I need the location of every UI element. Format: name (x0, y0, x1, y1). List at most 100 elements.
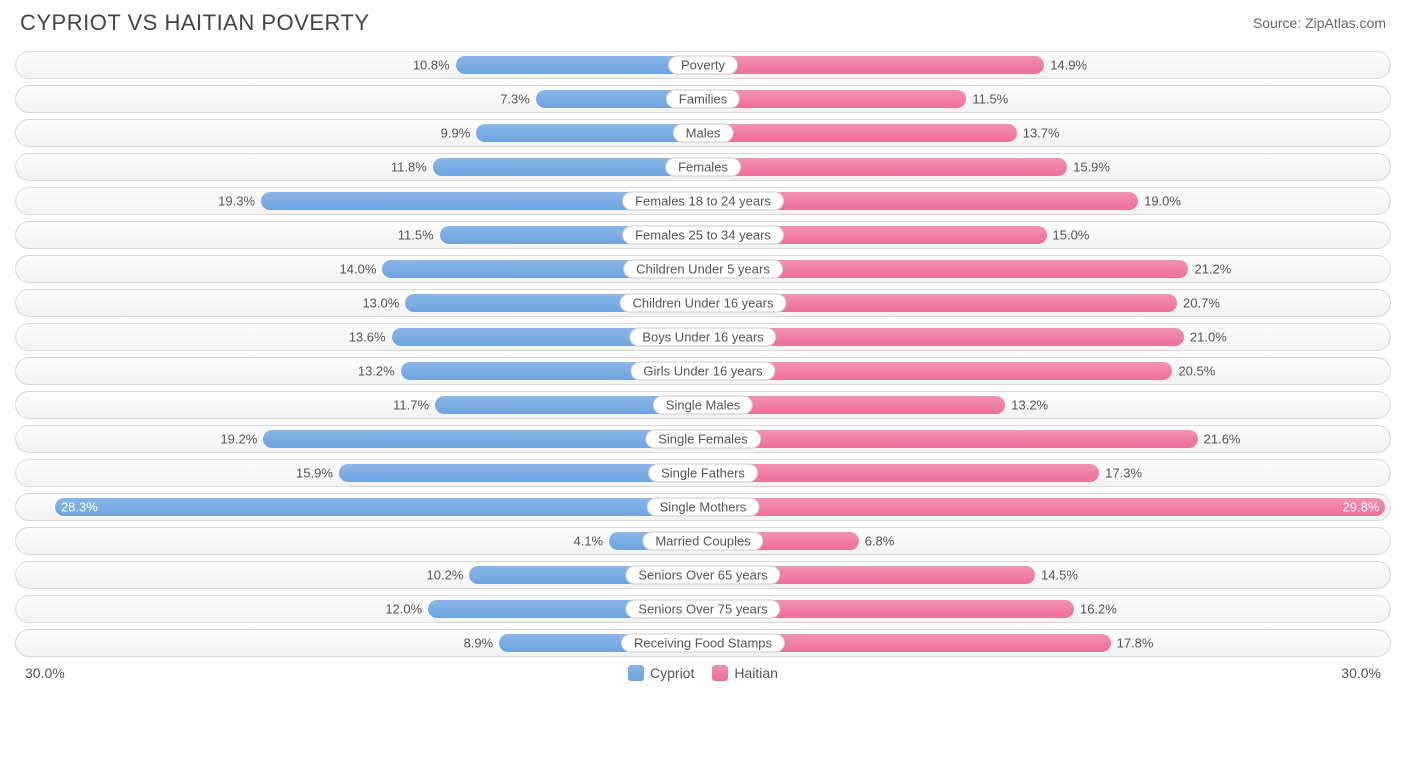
bar-cypriot: 10.8% (456, 56, 703, 74)
value-cypriot: 15.9% (296, 466, 333, 481)
value-haitian: 29.8% (1343, 500, 1380, 515)
left-half: 11.5% (16, 222, 703, 248)
value-cypriot: 19.2% (220, 432, 257, 447)
value-cypriot: 28.3% (61, 500, 98, 515)
left-half: 8.9% (16, 630, 703, 656)
legend-item-haitian: Haitian (712, 665, 778, 681)
category-label: Single Males (653, 396, 753, 415)
value-haitian: 6.8% (865, 534, 895, 549)
chart-row: 11.8%15.9%Females (15, 153, 1391, 181)
value-haitian: 16.2% (1080, 602, 1117, 617)
value-haitian: 21.2% (1194, 262, 1231, 277)
chart-row: 8.9%17.8%Receiving Food Stamps (15, 629, 1391, 657)
value-haitian: 11.5% (972, 92, 1008, 107)
chart-header: CYPRIOT VS HAITIAN POVERTY Source: ZipAt… (15, 10, 1391, 36)
right-half: 15.0% (703, 222, 1390, 248)
right-half: 11.5% (703, 86, 1390, 112)
bar-haitian: 15.9% (703, 158, 1067, 176)
value-haitian: 13.7% (1023, 126, 1060, 141)
bar-cypriot: 9.9% (476, 124, 703, 142)
value-cypriot: 13.6% (349, 330, 386, 345)
left-half: 10.8% (16, 52, 703, 78)
category-label: Females 25 to 34 years (622, 226, 784, 245)
value-haitian: 19.0% (1144, 194, 1181, 209)
axis-left-max: 30.0% (25, 665, 65, 681)
value-haitian: 14.9% (1050, 58, 1087, 73)
category-label: Seniors Over 65 years (625, 566, 780, 585)
value-cypriot: 8.9% (464, 636, 494, 651)
chart-row: 13.6% 21.0%Boys Under 16 years (15, 323, 1391, 351)
chart-row: 13.2%20.5%Girls Under 16 years (15, 357, 1391, 385)
value-cypriot: 11.5% (398, 228, 434, 243)
value-cypriot: 7.3% (500, 92, 530, 107)
right-half: 17.8% (703, 630, 1390, 656)
right-half: 19.0% (703, 188, 1390, 214)
left-half: 11.7% (16, 392, 703, 418)
category-label: Poverty (668, 56, 738, 75)
left-half: 14.0% (16, 256, 703, 282)
category-label: Boys Under 16 years (629, 328, 776, 347)
right-half: 21.0% (703, 324, 1390, 350)
bar-haitian: 13.7% (703, 124, 1017, 142)
left-half: 19.3% (16, 188, 703, 214)
value-cypriot: 4.1% (573, 534, 603, 549)
value-haitian: 20.7% (1183, 296, 1220, 311)
value-haitian: 15.0% (1053, 228, 1090, 243)
value-haitian: 15.9% (1073, 160, 1110, 175)
chart-row: 28.3%29.8%Single Mothers (15, 493, 1391, 521)
value-cypriot: 9.9% (441, 126, 471, 141)
left-half: 15.9% (16, 460, 703, 486)
right-half: 29.8% (703, 494, 1390, 520)
chart-title: CYPRIOT VS HAITIAN POVERTY (20, 10, 370, 36)
right-half: 15.9% (703, 154, 1390, 180)
chart-row: 9.9%13.7%Males (15, 119, 1391, 147)
category-label: Females 18 to 24 years (622, 192, 784, 211)
bar-cypriot: 28.3% (55, 498, 703, 516)
value-cypriot: 11.8% (391, 160, 427, 175)
right-half: 13.2% (703, 392, 1390, 418)
legend-label-haitian: Haitian (734, 665, 778, 681)
category-label: Single Fathers (648, 464, 758, 483)
value-haitian: 14.5% (1041, 568, 1078, 583)
value-cypriot: 13.0% (362, 296, 399, 311)
chart-row: 15.9% 17.3%Single Fathers (15, 459, 1391, 487)
left-half: 10.2% (16, 562, 703, 588)
category-label: Married Couples (642, 532, 763, 551)
left-half: 7.3% (16, 86, 703, 112)
legend-swatch-haitian (712, 665, 728, 681)
right-half: 17.3% (703, 460, 1390, 486)
diverging-bar-chart: 10.8%14.9%Poverty7.3%11.5%Families9.9%13… (15, 51, 1391, 657)
left-half: 13.2% (16, 358, 703, 384)
bar-haitian: 21.6% (703, 430, 1198, 448)
left-half: 4.1% (16, 528, 703, 554)
legend-item-cypriot: Cypriot (628, 665, 694, 681)
chart-row: 11.7% 13.2%Single Males (15, 391, 1391, 419)
right-half: 16.2% (703, 596, 1390, 622)
right-half: 20.7% (703, 290, 1390, 316)
category-label: Children Under 16 years (620, 294, 787, 313)
category-label: Families (666, 90, 740, 109)
chart-row: 14.0%21.2%Children Under 5 years (15, 255, 1391, 283)
value-cypriot: 11.7% (393, 398, 429, 413)
left-half: 12.0% (16, 596, 703, 622)
right-half: 21.6% (703, 426, 1390, 452)
bar-haitian: 11.5% (703, 90, 966, 108)
value-cypriot: 10.8% (413, 58, 450, 73)
legend: Cypriot Haitian (628, 665, 778, 681)
category-label: Single Females (645, 430, 761, 449)
right-half: 14.5% (703, 562, 1390, 588)
left-half: 13.6% (16, 324, 703, 350)
bar-haitian: 17.3% (703, 464, 1099, 482)
category-label: Females (665, 158, 741, 177)
right-half: 13.7% (703, 120, 1390, 146)
value-haitian: 21.6% (1204, 432, 1241, 447)
value-haitian: 17.8% (1117, 636, 1154, 651)
right-half: 20.5% (703, 358, 1390, 384)
chart-row: 12.0%16.2%Seniors Over 75 years (15, 595, 1391, 623)
chart-row: 19.2%21.6%Single Females (15, 425, 1391, 453)
left-half: 13.0% (16, 290, 703, 316)
value-cypriot: 13.2% (358, 364, 395, 379)
chart-row: 11.5% 15.0% Females 25 to 34 years (15, 221, 1391, 249)
legend-swatch-cypriot (628, 665, 644, 681)
bar-cypriot: 11.8% (433, 158, 703, 176)
